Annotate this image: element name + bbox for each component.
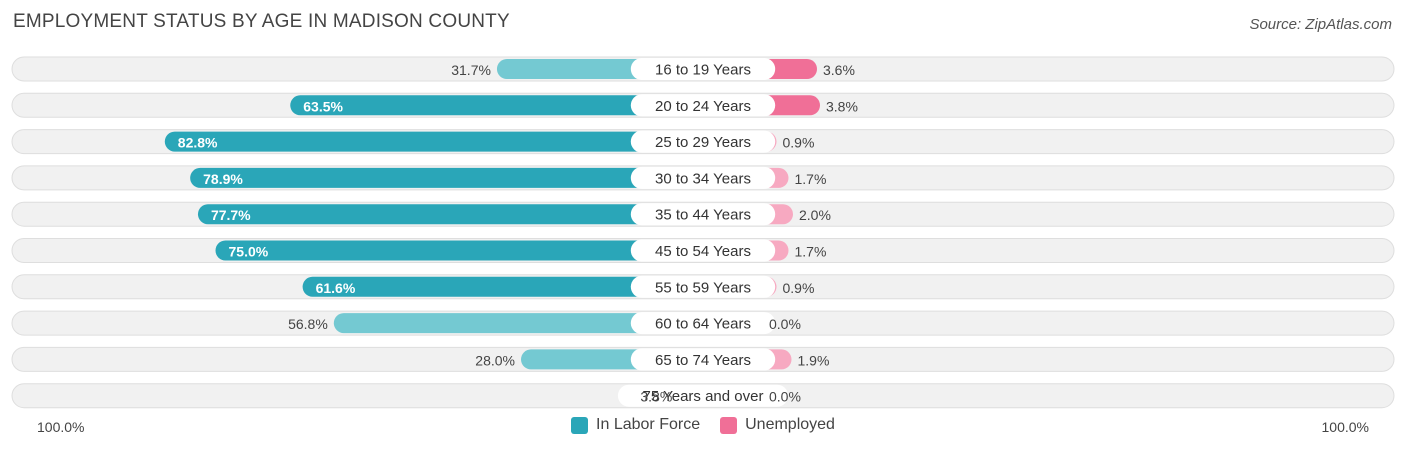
- unemployed-value-label: 0.9%: [783, 280, 815, 296]
- labor-bar[interactable]: [197, 204, 703, 225]
- legend-swatch-labor: [571, 416, 589, 434]
- unemployed-value-label: 2.0%: [799, 207, 831, 223]
- category-label: 60 to 64 Years: [655, 316, 751, 333]
- labor-bar[interactable]: [215, 240, 704, 261]
- category-label-bg: [630, 312, 776, 335]
- chart-title: EMPLOYMENT STATUS BY AGE IN MADISON COUN…: [13, 11, 510, 32]
- labor-value-label: 75.0%: [229, 244, 269, 260]
- labor-bar[interactable]: [290, 95, 703, 116]
- labor-bar[interactable]: [302, 276, 703, 297]
- labor-bar[interactable]: [190, 167, 703, 188]
- unemployed-value-label: 1.7%: [795, 244, 827, 260]
- unemployed-value-label: 1.9%: [798, 352, 830, 368]
- source-credit: Source: ZipAtlas.com: [1249, 16, 1392, 33]
- axis-left-label: 100.0%: [37, 419, 85, 435]
- category-label-bg: [630, 203, 776, 226]
- category-label-bg: [630, 94, 776, 117]
- category-label: 20 to 24 Years: [655, 98, 751, 115]
- legend-item-unemployed[interactable]: Unemployed: [720, 416, 835, 434]
- labor-value-label: 63.5%: [303, 98, 343, 114]
- labor-value-label: 31.7%: [451, 62, 491, 78]
- labor-bar[interactable]: [333, 313, 703, 334]
- labor-value-label: 3.8%: [640, 389, 672, 405]
- unemployed-value-label: 0.0%: [769, 389, 801, 405]
- category-label: 75 Years and over: [643, 388, 764, 405]
- legend-swatch-unemployed: [720, 416, 738, 434]
- unemployed-value-label: 0.9%: [783, 135, 815, 151]
- legend: In Labor Force Unemployed: [0, 416, 1406, 434]
- category-label-bg: [630, 58, 776, 80]
- legend-label-unemployed: Unemployed: [745, 416, 835, 433]
- labor-bar[interactable]: [164, 131, 704, 152]
- category-label: 25 to 29 Years: [655, 134, 751, 151]
- category-label: 30 to 34 Years: [655, 170, 751, 187]
- labor-value-label: 56.8%: [288, 316, 328, 332]
- labor-value-label: 61.6%: [316, 280, 356, 296]
- labor-value-label: 78.9%: [203, 171, 243, 187]
- category-label: 35 to 44 Years: [655, 207, 751, 224]
- axis-right-label: 100.0%: [1321, 419, 1369, 435]
- category-label-bg: [630, 130, 776, 153]
- labor-value-label: 77.7%: [211, 207, 251, 223]
- category-label: 45 to 54 Years: [655, 243, 751, 260]
- category-label-bg: [630, 239, 776, 262]
- legend-label-labor: In Labor Force: [596, 416, 701, 433]
- legend-item-labor[interactable]: In Labor Force: [571, 416, 700, 434]
- category-label-bg: [617, 384, 789, 407]
- category-label: 55 to 59 Years: [655, 279, 751, 296]
- unemployed-value-label: 0.0%: [769, 316, 801, 332]
- labor-value-label: 28.0%: [475, 352, 515, 368]
- unemployed-value-label: 3.6%: [823, 62, 855, 78]
- category-label-bg: [630, 275, 776, 298]
- category-label: 16 to 19 Years: [655, 62, 751, 79]
- labor-value-label: 82.8%: [178, 135, 218, 151]
- unemployed-value-label: 1.7%: [795, 171, 827, 187]
- category-label: 65 to 74 Years: [655, 352, 751, 369]
- category-label-bg: [630, 166, 776, 189]
- unemployed-value-label: 3.8%: [826, 98, 858, 114]
- category-label-bg: [630, 348, 776, 371]
